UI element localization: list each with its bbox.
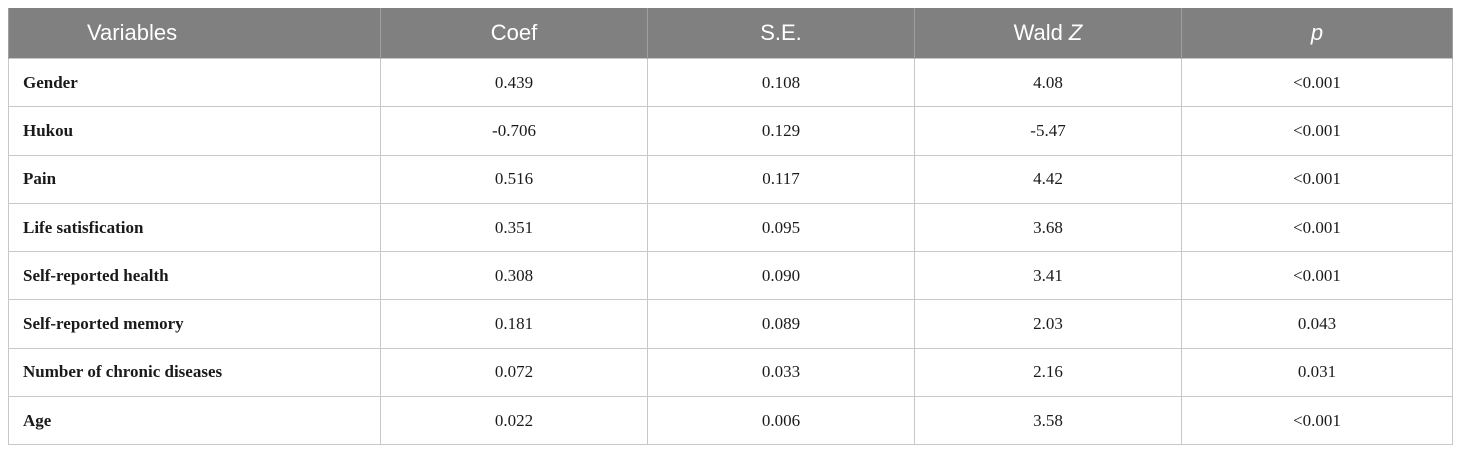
value-cell: 2.16 — [914, 347, 1182, 398]
value-cell: 0.090 — [647, 251, 915, 301]
table-row: Life satisfication 0.351 0.095 3.68 <0.001 — [8, 202, 1453, 253]
value-cell: <0.001 — [1181, 251, 1453, 301]
header-italic: p — [1310, 20, 1324, 45]
value-cell: 3.68 — [914, 202, 1182, 253]
header-cell: p — [1181, 8, 1453, 59]
value-cell: <0.001 — [1181, 106, 1453, 156]
value-cell: 0.095 — [647, 202, 915, 253]
value-cell: 3.58 — [914, 396, 1182, 446]
header-cell: Variables — [8, 8, 381, 59]
value-cell: 0.089 — [647, 299, 915, 349]
value-cell: 4.08 — [914, 57, 1182, 108]
table-row: Self-reported health 0.308 0.090 3.41 <0.001 — [8, 251, 1453, 301]
value-cell: 0.439 — [380, 57, 648, 108]
value-cell: 0.072 — [380, 347, 648, 398]
value-cell: 0.129 — [647, 106, 915, 156]
table-row: Number of chronic diseases 0.072 0.033 2.16… — [8, 347, 1453, 398]
value-cell: <0.001 — [1181, 154, 1453, 204]
value-cell: 0.022 — [380, 396, 648, 446]
value-cell: 2.03 — [914, 299, 1182, 349]
value-cell: 0.351 — [380, 202, 648, 253]
header-text: Wald — [1013, 20, 1063, 45]
value-cell: 4.42 — [914, 154, 1182, 204]
value-cell: 0.117 — [647, 154, 915, 204]
table-row: Gender 0.439 0.108 4.08 <0.001 — [8, 57, 1453, 108]
variable-cell: Hukou — [8, 106, 381, 156]
value-cell: 0.031 — [1181, 347, 1453, 398]
value-cell: 3.41 — [914, 251, 1182, 301]
value-cell: -5.47 — [914, 106, 1182, 156]
table-row: Hukou -0.706 0.129 -5.47 <0.001 — [8, 106, 1453, 156]
variable-cell: Self-reported health — [8, 251, 381, 301]
value-cell: 0.108 — [647, 57, 915, 108]
table-row: Self-reported memory 0.181 0.089 2.03 0.043 — [8, 299, 1453, 349]
variable-cell: Life satisfication — [8, 202, 381, 253]
value-cell: -0.706 — [380, 106, 648, 156]
value-cell: 0.516 — [380, 154, 648, 204]
header-text: Coef — [490, 20, 538, 45]
header-cell: S.E. — [647, 8, 915, 59]
value-cell: <0.001 — [1181, 202, 1453, 253]
value-cell: <0.001 — [1181, 396, 1453, 446]
value-cell: 0.181 — [380, 299, 648, 349]
header-cell: Coef — [380, 8, 648, 59]
value-cell: 0.043 — [1181, 299, 1453, 349]
header-cell: Wald Z — [914, 8, 1182, 59]
header-italic: Z — [1068, 20, 1083, 45]
value-cell: <0.001 — [1181, 57, 1453, 108]
variable-cell: Age — [8, 396, 381, 446]
table-row: Pain 0.516 0.117 4.42 <0.001 — [8, 154, 1453, 204]
value-cell: 0.308 — [380, 251, 648, 301]
table-body: Gender 0.439 0.108 4.08 <0.001 Hukou -0.706 0.1… — [8, 57, 1453, 446]
variable-cell: Gender — [8, 57, 381, 108]
value-cell: 0.033 — [647, 347, 915, 398]
variable-cell: Pain — [8, 154, 381, 204]
header-text: S.E. — [760, 20, 802, 45]
header-text: Variables — [87, 20, 178, 45]
value-cell: 0.006 — [647, 396, 915, 446]
variable-cell: Number of chronic diseases — [8, 347, 381, 398]
variable-cell: Self-reported memory — [8, 299, 381, 349]
table-row: Age 0.022 0.006 3.58 <0.001 — [8, 396, 1453, 446]
